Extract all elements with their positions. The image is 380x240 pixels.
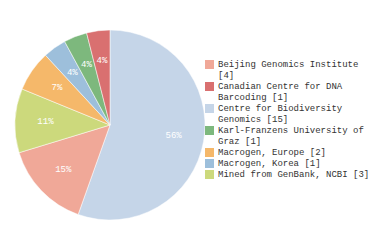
svg-text:4%: 4% [67, 68, 78, 78]
svg-text:15%: 15% [55, 165, 72, 175]
svg-text:4%: 4% [97, 56, 108, 66]
html-text:Karl-Franzens University of Gr: Karl-Franzens University of Graz [1] [218, 125, 364, 147]
svg-text:4%: 4% [81, 60, 92, 70]
svg-text:56%: 56% [166, 131, 183, 141]
html-text:Centre for Biodiversity Genomi: Centre for Biodiversity Genomics [15] [218, 103, 343, 125]
html-text:Macrogen, Korea [1]: Macrogen, Korea [1] [218, 158, 321, 169]
html-text:Canadian Centre for DNA Barcod: Canadian Centre for DNA Barcoding [1] [218, 81, 343, 103]
svg-text:7%: 7% [52, 83, 63, 93]
html-text:Beijing Genomics Institute [4]: Beijing Genomics Institute [4] [218, 59, 359, 81]
html-text:Mined from GenBank, NCBI [3]: Mined from GenBank, NCBI [3] [218, 169, 370, 180]
html-text:Macrogen, Europe [2]: Macrogen, Europe [2] [218, 147, 326, 158]
svg-text:11%: 11% [37, 117, 54, 127]
